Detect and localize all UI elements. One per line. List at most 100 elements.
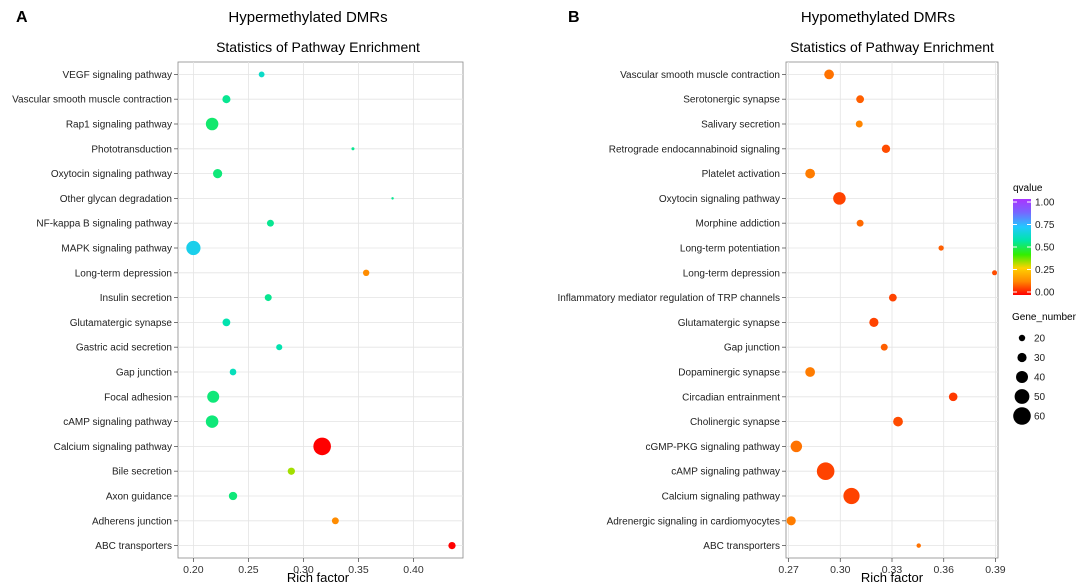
gene-number-legend-title: Gene_number [1012, 312, 1077, 323]
gene-number-legend-label: 40 [1034, 373, 1046, 384]
x-tick-label: 0.30 [293, 564, 314, 576]
y-tick-label: Inflammatory mediator regulation of TRP … [557, 293, 780, 304]
y-tick-label: cGMP-PKG signaling pathway [645, 442, 780, 453]
panel-b-header: Hypomethylated DMRs [801, 9, 955, 26]
data-point [888, 293, 897, 302]
y-tick-label: ABC transporters [703, 541, 780, 552]
data-point [938, 245, 944, 251]
y-tick-label: Platelet activation [702, 169, 780, 180]
panel-b: B Hypomethylated DMRs Statistics of Path… [557, 9, 1005, 585]
y-tick-label: cAMP signaling pathway [63, 417, 172, 428]
y-tick-label: Axon guidance [106, 492, 173, 503]
panel-a-label: A [16, 9, 28, 26]
y-tick-label: VEGF signaling pathway [62, 70, 172, 81]
qvalue-tick-label: 0.25 [1035, 265, 1055, 276]
data-point [790, 440, 803, 453]
y-tick-label: Oxytocin signaling pathway [51, 169, 172, 180]
data-point [228, 491, 238, 501]
data-point [205, 415, 219, 428]
y-tick-label: Rap1 signaling pathway [66, 120, 172, 131]
y-tick-label: ABC transporters [95, 541, 172, 552]
x-tick-label: 0.39 [985, 564, 1006, 576]
y-tick-label: Insulin secretion [100, 293, 172, 304]
y-tick-label: Vascular smooth muscle contraction [620, 70, 780, 81]
y-tick-label: Gastric acid secretion [76, 343, 172, 354]
panel-b-label: B [568, 9, 580, 26]
data-point [351, 147, 355, 151]
gene-number-legend-dot [1014, 389, 1030, 404]
y-tick-label: Long-term depression [683, 268, 780, 279]
gene-number-legend-dot [1013, 407, 1031, 425]
data-point [264, 294, 272, 302]
qvalue-tick-label: 0.50 [1035, 243, 1055, 254]
y-tick-label: Salivary secretion [701, 120, 780, 131]
data-point [391, 197, 394, 200]
y-tick-label: Gap junction [724, 343, 780, 354]
data-point [869, 317, 879, 327]
data-point [258, 71, 265, 78]
data-point [816, 462, 835, 481]
data-point [266, 219, 274, 227]
data-point [833, 192, 846, 205]
data-point [222, 318, 231, 327]
data-point [786, 516, 796, 526]
data-point [805, 168, 816, 179]
y-tick-label: Glutamatergic synapse [70, 318, 173, 329]
gene-number-legend-label: 20 [1034, 334, 1046, 345]
y-tick-label: NF-kappa B signaling pathway [36, 219, 172, 230]
y-tick-label: Oxytocin signaling pathway [659, 194, 780, 205]
panel-b-title: Statistics of Pathway Enrichment [790, 39, 994, 55]
y-tick-label: Other glycan degradation [60, 194, 172, 205]
data-point [448, 541, 456, 550]
data-point [331, 517, 339, 525]
x-tick-label: 0.25 [238, 564, 259, 576]
y-tick-label: cAMP signaling pathway [671, 467, 780, 478]
data-point [205, 117, 219, 131]
x-tick-label: 0.33 [882, 564, 903, 576]
data-point [207, 390, 220, 403]
y-tick-label: Morphine addiction [696, 219, 781, 230]
plot-area-a [177, 61, 464, 559]
panel-b-xlabel: Rich factor [861, 570, 924, 585]
data-point [843, 487, 860, 505]
data-point [855, 120, 863, 128]
data-point [276, 344, 283, 351]
data-point [824, 69, 834, 80]
data-point [229, 368, 237, 376]
panel-a: A Hypermethylated DMRs Statistics of Pat… [12, 9, 464, 585]
data-point [805, 367, 816, 377]
data-point [222, 95, 231, 104]
data-point [916, 543, 921, 548]
y-tick-label: Adherens junction [92, 516, 172, 527]
y-tick-label: Circadian entrainment [682, 392, 780, 403]
data-point [186, 240, 201, 256]
x-tick-label: 0.40 [403, 564, 424, 576]
data-point [948, 392, 958, 402]
y-tick-label: Focal adhesion [104, 392, 172, 403]
data-point [856, 219, 864, 227]
gene-number-legend-label: 30 [1034, 353, 1046, 364]
gene-number-legend-dot [1018, 334, 1026, 342]
y-tick-label: Glutamatergic synapse [678, 318, 781, 329]
y-tick-label: MAPK signaling pathway [61, 244, 172, 255]
qvalue-tick-label: 0.00 [1035, 288, 1055, 299]
qvalue-colorbar [1013, 199, 1031, 295]
y-tick-label: Bile secretion [112, 467, 172, 478]
legend: qvalue 1.000.750.500.250.00 Gene_number … [1012, 183, 1077, 425]
x-tick-label: 0.27 [778, 564, 799, 576]
data-point [881, 144, 891, 153]
data-point [856, 95, 865, 104]
x-tick-label: 0.20 [183, 564, 204, 576]
qvalue-tick-label: 1.00 [1035, 198, 1055, 209]
qvalue-legend-title: qvalue [1013, 183, 1043, 194]
y-tick-label: Dopaminergic synapse [678, 368, 780, 379]
gene-number-legend-dot [1017, 352, 1027, 363]
y-tick-label: Long-term potentiation [680, 244, 780, 255]
data-point [287, 467, 295, 475]
x-tick-label: 0.35 [348, 564, 369, 576]
y-tick-label: Phototransduction [91, 144, 172, 155]
y-tick-label: Vascular smooth muscle contraction [12, 95, 172, 106]
data-point [992, 270, 998, 276]
y-tick-label: Cholinergic synapse [690, 417, 780, 428]
